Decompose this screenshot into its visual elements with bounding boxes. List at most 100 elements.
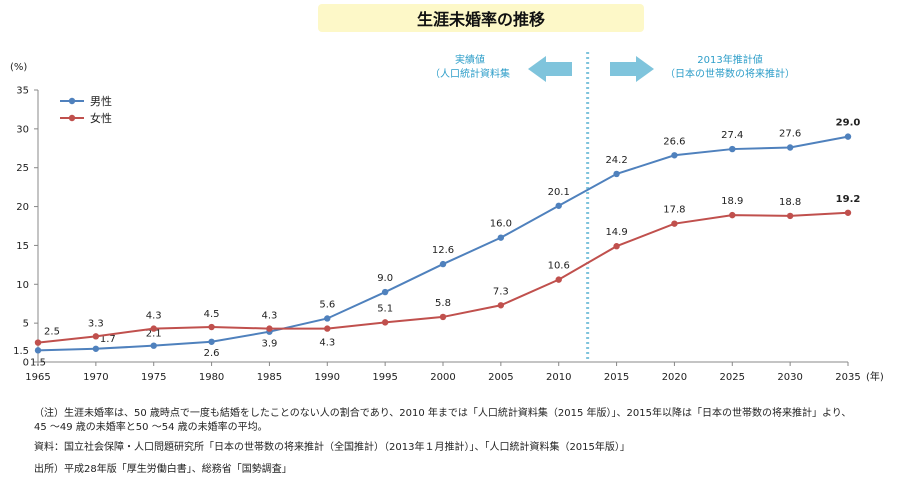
data-label: 2.1	[146, 329, 162, 340]
data-label: 29.0	[836, 118, 861, 129]
data-point	[555, 202, 562, 209]
y-tick-label: 35	[16, 86, 29, 97]
legend-label: 女性	[90, 111, 112, 125]
x-tick-label: 2030	[777, 372, 802, 383]
data-point	[786, 144, 794, 151]
x-tick-label: 1990	[315, 372, 340, 383]
data-point	[729, 211, 736, 219]
actual-source-label: （人口統計資料集	[430, 67, 510, 80]
note-line-2: 45 ～49 歳の未婚率と50 ～54 歳の未婚率の平均。	[34, 422, 268, 433]
x-tick-label: 1970	[83, 372, 108, 383]
series-line	[37, 211, 849, 344]
y-tick-label: 30	[16, 124, 29, 135]
forecast-source-label: （日本の世帯数の将来推計）	[665, 67, 795, 80]
chart-series: 1.5 1.7 2.1 2.6 3.9 5.6 9.0 12.6 16.0 20.1 24.2 26.…	[30, 118, 860, 369]
y-tick-label: 5	[23, 319, 29, 330]
data-label: 17.8	[663, 205, 685, 216]
x-tick-label: 1980	[199, 372, 224, 383]
data-point	[671, 220, 678, 227]
x-tick-label: 1985	[257, 372, 282, 383]
y-axis-unit: (%)	[10, 62, 27, 73]
x-tick-label: 2015	[604, 372, 629, 383]
data-label: 2.6	[204, 348, 220, 359]
data-label: 9.0	[377, 273, 393, 284]
note-line-1: （注）生涯未婚率は、50 歳時点で一度も結婚をしたことのない人の割合であり、20…	[34, 408, 852, 419]
data-label: 4.3	[146, 311, 162, 322]
actual-label: 実績値	[455, 53, 485, 66]
data-point	[381, 319, 389, 326]
x-tick-label: 2010	[546, 372, 571, 383]
data-point	[150, 325, 157, 332]
source-text: 資料：国立社会保障・人口問題研究所「日本の世帯数の将来推計（全国推計）（2013…	[34, 442, 630, 453]
annotation-arrows: 実績値（人口統計資料集 2013年推計値（日本の世帯数の将来推計）	[430, 53, 795, 82]
data-point	[150, 342, 157, 349]
data-label: 26.6	[663, 136, 685, 147]
data-label: 14.9	[605, 227, 627, 238]
data-point	[844, 209, 852, 216]
y-tick-label: 15	[16, 241, 29, 252]
origin-text: 出所）平成28年版「厚生労働白書」、総務省「国勢調査」	[34, 464, 292, 475]
data-label: 5.8	[435, 298, 451, 309]
data-point	[786, 212, 794, 220]
data-label: 4.3	[261, 311, 277, 322]
data-point	[555, 276, 562, 283]
data-label: 24.2	[605, 155, 627, 166]
x-tick-label: 2020	[662, 372, 687, 383]
data-point	[613, 243, 620, 250]
x-tick-label: 2025	[720, 372, 745, 383]
x-tick-label: 1975	[141, 372, 166, 383]
x-tick-label: 2000	[430, 372, 455, 383]
data-label: 4.5	[204, 309, 220, 320]
data-label: 18.9	[721, 196, 743, 207]
data-label: 18.8	[779, 197, 801, 208]
x-tick-label: 2035	[835, 372, 860, 383]
data-point	[439, 313, 447, 321]
data-label: 5.6	[319, 299, 335, 310]
x-tick-label: 2005	[488, 372, 513, 383]
line-chart: 0 5 10 15 2025 30 35 1.5 (%) 1965 1970 1975 1980 1985…	[10, 52, 884, 383]
chart-notes: （注）生涯未婚率は、50 歳時点で一度も結婚をしたことのない人の割合であり、20…	[34, 407, 894, 477]
data-point	[497, 302, 505, 309]
left-arrow-icon	[528, 56, 572, 82]
data-label: 5.1	[377, 303, 393, 314]
data-point	[844, 133, 852, 140]
data-label: 2.5	[44, 327, 60, 338]
data-label: 12.6	[432, 245, 454, 256]
data-point	[324, 325, 331, 332]
legend-marker	[68, 97, 76, 105]
y-tick-label-extra: 1.5	[13, 346, 29, 357]
data-label: 3.3	[88, 318, 104, 329]
data-label: 4.3	[319, 338, 335, 349]
data-label: 19.2	[836, 194, 861, 205]
data-point	[497, 234, 505, 241]
y-tick-label: 0	[23, 358, 29, 369]
forecast-label: 2013年推計値	[697, 53, 762, 66]
y-tick-label: 10	[16, 280, 29, 291]
data-label: 3.9	[261, 339, 277, 350]
data-point	[34, 347, 42, 354]
data-label: 1.7	[100, 334, 116, 345]
data-point	[208, 338, 215, 345]
series-female: 2.5 3.3 4.3 4.5 4.3 4.3 5.1 5.8 7.3 10.6 14.9 17.8 1…	[34, 194, 861, 349]
x-tick-label: 1965	[25, 372, 50, 383]
y-tick-label: 25	[16, 163, 29, 174]
data-label: 1.5	[30, 357, 46, 368]
chart-title: 生涯未婚率の推移	[318, 4, 644, 32]
data-point	[92, 333, 100, 340]
data-point	[729, 145, 736, 153]
chart-axes: 0 5 10 15 2025 30 35 1.5 (%) 1965 1970 1975 1980 1985…	[10, 62, 884, 383]
data-point	[324, 315, 331, 322]
x-tick-label: 1995	[372, 372, 397, 383]
data-label: 27.6	[779, 129, 801, 140]
data-label: 7.3	[493, 286, 509, 297]
data-label: 16.0	[490, 219, 512, 230]
legend-label: 男性	[90, 94, 112, 108]
data-point	[613, 170, 620, 178]
x-axis-unit: (年)	[866, 370, 884, 383]
legend-marker	[68, 114, 76, 122]
data-label: 10.6	[548, 261, 570, 272]
data-point	[266, 325, 273, 332]
data-point	[92, 345, 100, 352]
data-point	[208, 323, 215, 331]
